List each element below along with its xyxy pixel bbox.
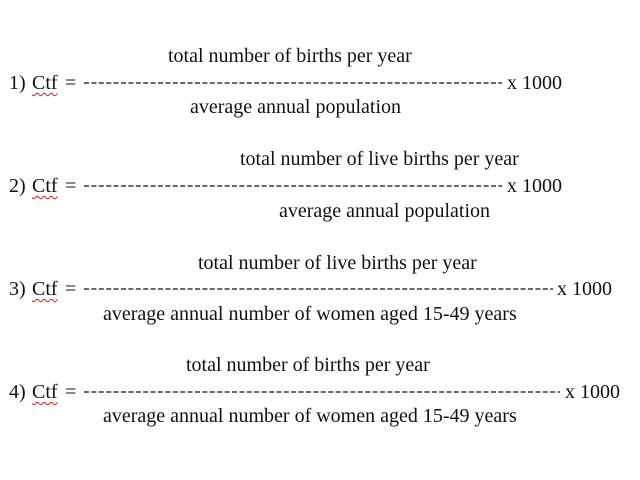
formula-4-dash-line (84, 391, 560, 393)
formula-4-numerator: total number of births per year (186, 354, 430, 376)
formula-2-dash-line (84, 185, 502, 187)
formula-2-numerator: total number of live births per year (240, 148, 519, 170)
formula-1-dash-line (84, 82, 502, 84)
formula-3-denominator: average annual number of women aged 15-4… (103, 303, 517, 325)
formula-3-lhs-number: 3) (9, 278, 26, 300)
formula-4-ctf-symbol: Ctf (32, 381, 58, 403)
formula-3-multiplier: x 1000 (557, 278, 612, 300)
formula-1-lhs-number: 1) (9, 72, 26, 94)
formula-2-equals: = (65, 175, 77, 197)
formula-3-ctf-symbol: Ctf (32, 278, 58, 300)
formula-3-numerator: total number of live births per year (198, 252, 477, 274)
formula-1-equals: = (65, 72, 77, 94)
formula-1-ctf-symbol: Ctf (32, 72, 58, 94)
formula-2-multiplier: x 1000 (507, 175, 562, 197)
formula-4-lhs-number: 4) (9, 381, 26, 403)
formula-3-equals: = (65, 278, 77, 300)
formula-4-multiplier: x 1000 (565, 381, 620, 403)
formula-4-denominator: average annual number of women aged 15-4… (103, 405, 517, 427)
formula-2-denominator: average annual population (279, 200, 491, 222)
formula-1-multiplier: x 1000 (507, 72, 562, 94)
formula-1-numerator: total number of births per year (168, 45, 412, 67)
formula-4-equals: = (65, 381, 77, 403)
formula-2-ctf-symbol: Ctf (32, 175, 58, 197)
formula-1-denominator: average annual population (190, 96, 402, 118)
formula-2-lhs-number: 2) (9, 175, 26, 197)
formula-3-dash-line (84, 288, 553, 290)
